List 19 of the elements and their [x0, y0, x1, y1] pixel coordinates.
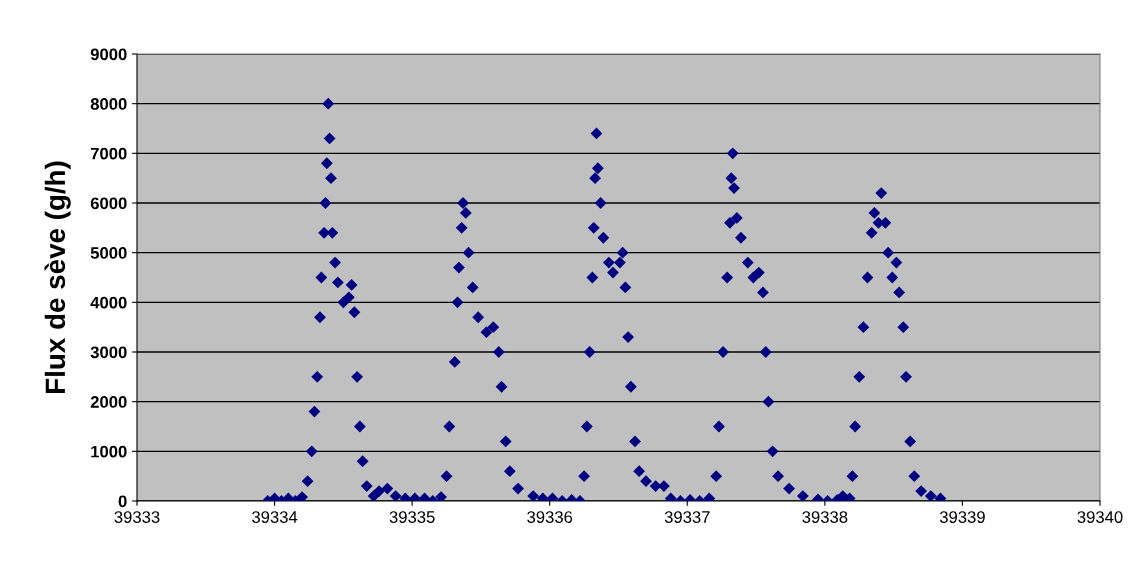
x-tick-label: 39337 — [664, 511, 710, 523]
y-tick-label: 7000 — [90, 147, 127, 160]
x-tick-label: 39338 — [802, 511, 848, 523]
x-tick-label: 39333 — [114, 511, 160, 523]
y-tick-label: 2000 — [90, 396, 127, 408]
y-tick-label: 1000 — [91, 445, 127, 458]
x-tick-label: 39336 — [527, 511, 573, 523]
x-tick-label: 39340 — [1077, 511, 1123, 523]
y-tick-label: 0 — [118, 495, 127, 508]
y-axis-title: Flux de sève (g/h) — [44, 161, 71, 393]
y-tick-label: 8000 — [90, 98, 127, 110]
y-tick-label: 4000 — [90, 296, 127, 309]
x-tick-label: 39334 — [252, 511, 298, 523]
x-tick-label: 39335 — [389, 511, 435, 523]
y-tick-label: 5000 — [90, 247, 127, 259]
x-tick-label: 39339 — [939, 511, 985, 523]
y-tick-label: 9000 — [90, 48, 127, 61]
y-tick-label: 3000 — [90, 346, 127, 359]
y-tick-label: 6000 — [90, 197, 127, 210]
